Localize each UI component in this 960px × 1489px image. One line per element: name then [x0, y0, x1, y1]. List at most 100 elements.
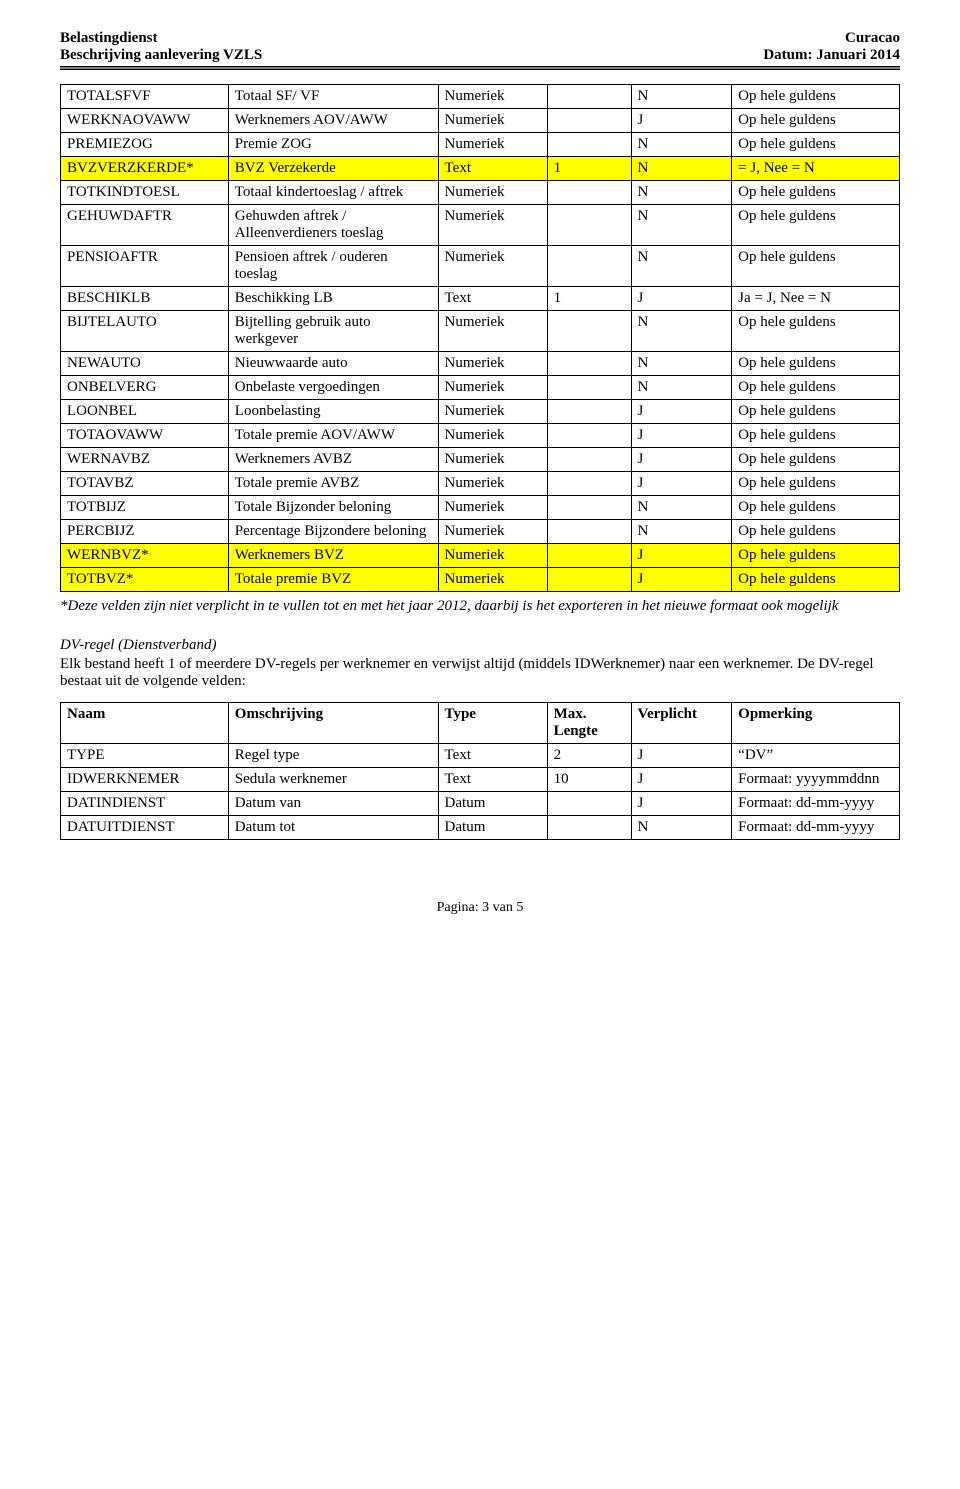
cell-req: N	[631, 352, 732, 376]
cell-desc: Totale premie BVZ	[228, 568, 438, 592]
cell-req: J	[631, 792, 732, 816]
cell-name: WERNAVBZ	[61, 448, 229, 472]
cell-len	[547, 544, 631, 568]
cell-type: Numeriek	[438, 568, 547, 592]
cell-name: WERKNAOVAWW	[61, 109, 229, 133]
cell-name: BIJTELAUTO	[61, 311, 229, 352]
table-row: PERCBIJZPercentage Bijzondere beloningNu…	[61, 520, 900, 544]
cell-name: PREMIEZOG	[61, 133, 229, 157]
cell-len	[547, 424, 631, 448]
dv-header-desc: Omschrijving	[228, 703, 438, 744]
cell-desc: Datum tot	[228, 816, 438, 840]
cell-type: Numeriek	[438, 85, 547, 109]
cell-desc: Premie ZOG	[228, 133, 438, 157]
table-row: NEWAUTONieuwwaarde autoNumeriekNOp hele …	[61, 352, 900, 376]
cell-type: Numeriek	[438, 376, 547, 400]
cell-type: Numeriek	[438, 448, 547, 472]
cell-req: J	[631, 400, 732, 424]
cell-type: Text	[438, 287, 547, 311]
cell-len	[547, 376, 631, 400]
table-row: WERNAVBZWerknemers AVBZNumeriekJOp hele …	[61, 448, 900, 472]
cell-desc: Onbelaste vergoedingen	[228, 376, 438, 400]
table-row: BESCHIKLBBeschikking LBText1JJa = J, Nee…	[61, 287, 900, 311]
cell-req: J	[631, 424, 732, 448]
table-row: TYPERegel typeText2J“DV”	[61, 744, 900, 768]
table-row: ONBELVERGOnbelaste vergoedingenNumeriekN…	[61, 376, 900, 400]
cell-name: BESCHIKLB	[61, 287, 229, 311]
dv-section-title: DV-regel (Dienstverband)	[60, 637, 900, 654]
cell-desc: Gehuwden aftrek / Alleenverdieners toesl…	[228, 205, 438, 246]
table-row: TOTBIJZTotale Bijzonder beloningNumeriek…	[61, 496, 900, 520]
dv-header-len: Max. Lengte	[547, 703, 631, 744]
cell-note: Op hele guldens	[732, 400, 900, 424]
cell-name: NEWAUTO	[61, 352, 229, 376]
cell-len	[547, 400, 631, 424]
table-row: LOONBELLoonbelastingNumeriekJOp hele gul…	[61, 400, 900, 424]
table-row: WERKNAOVAWWWerknemers AOV/AWWNumeriekJOp…	[61, 109, 900, 133]
cell-name: TOTBVZ*	[61, 568, 229, 592]
table-row: IDWERKNEMERSedula werknemerText10JFormaa…	[61, 768, 900, 792]
dv-header-name: Naam	[61, 703, 229, 744]
cell-len	[547, 568, 631, 592]
cell-note: Op hele guldens	[732, 568, 900, 592]
cell-desc: Totale premie AVBZ	[228, 472, 438, 496]
cell-note: Op hele guldens	[732, 246, 900, 287]
cell-req: N	[631, 133, 732, 157]
cell-note: Op hele guldens	[732, 496, 900, 520]
table-row: TOTKINDTOESLTotaal kindertoeslag / aftre…	[61, 181, 900, 205]
table-row: BVZVERZKERDE*BVZ VerzekerdeText1N= J, Ne…	[61, 157, 900, 181]
cell-desc: Totale Bijzonder beloning	[228, 496, 438, 520]
cell-req: J	[631, 109, 732, 133]
cell-name: DATUITDIENST	[61, 816, 229, 840]
table-row: DATUITDIENSTDatum totDatumNFormaat: dd-m…	[61, 816, 900, 840]
cell-type: Text	[438, 744, 547, 768]
cell-len	[547, 472, 631, 496]
cell-name: TOTKINDTOESL	[61, 181, 229, 205]
cell-desc: BVZ Verzekerde	[228, 157, 438, 181]
cell-name: TYPE	[61, 744, 229, 768]
cell-note: Op hele guldens	[732, 376, 900, 400]
cell-note: Op hele guldens	[732, 181, 900, 205]
cell-type: Numeriek	[438, 520, 547, 544]
cell-note: Op hele guldens	[732, 133, 900, 157]
cell-note: Op hele guldens	[732, 352, 900, 376]
cell-req: N	[631, 246, 732, 287]
cell-req: N	[631, 85, 732, 109]
cell-type: Numeriek	[438, 109, 547, 133]
dv-header-note: Opmerking	[732, 703, 900, 744]
cell-type: Numeriek	[438, 133, 547, 157]
cell-name: TOTAVBZ	[61, 472, 229, 496]
cell-desc: Werknemers AOV/AWW	[228, 109, 438, 133]
cell-req: J	[631, 568, 732, 592]
cell-desc: Totale premie AOV/AWW	[228, 424, 438, 448]
cell-len	[547, 133, 631, 157]
cell-req: N	[631, 496, 732, 520]
cell-desc: Loonbelasting	[228, 400, 438, 424]
cell-len	[547, 181, 631, 205]
cell-name: DATINDIENST	[61, 792, 229, 816]
cell-note: Op hele guldens	[732, 311, 900, 352]
cell-len	[547, 448, 631, 472]
cell-type: Text	[438, 157, 547, 181]
cell-desc: Werknemers BVZ	[228, 544, 438, 568]
cell-desc: Percentage Bijzondere beloning	[228, 520, 438, 544]
cell-req: N	[631, 376, 732, 400]
cell-note: Op hele guldens	[732, 472, 900, 496]
header-separator	[60, 66, 900, 70]
cell-desc: Pensioen aftrek / ouderen toeslag	[228, 246, 438, 287]
cell-req: N	[631, 205, 732, 246]
header-org: Belastingdienst	[60, 30, 158, 47]
cell-req: N	[631, 816, 732, 840]
cell-name: LOONBEL	[61, 400, 229, 424]
cell-req: N	[631, 181, 732, 205]
cell-note: Formaat: dd-mm-yyyy	[732, 792, 900, 816]
dv-header-req: Verplicht	[631, 703, 732, 744]
table-row: PENSIOAFTRPensioen aftrek / ouderen toes…	[61, 246, 900, 287]
cell-len	[547, 311, 631, 352]
dv-table: Naam Omschrijving Type Max. Lengte Verpl…	[60, 702, 900, 840]
fields-table: TOTALSFVFTotaal SF/ VFNumeriekNOp hele g…	[60, 84, 900, 592]
cell-type: Datum	[438, 816, 547, 840]
cell-desc: Totaal SF/ VF	[228, 85, 438, 109]
header-date: Datum: Januari 2014	[763, 47, 900, 64]
cell-note: Op hele guldens	[732, 85, 900, 109]
